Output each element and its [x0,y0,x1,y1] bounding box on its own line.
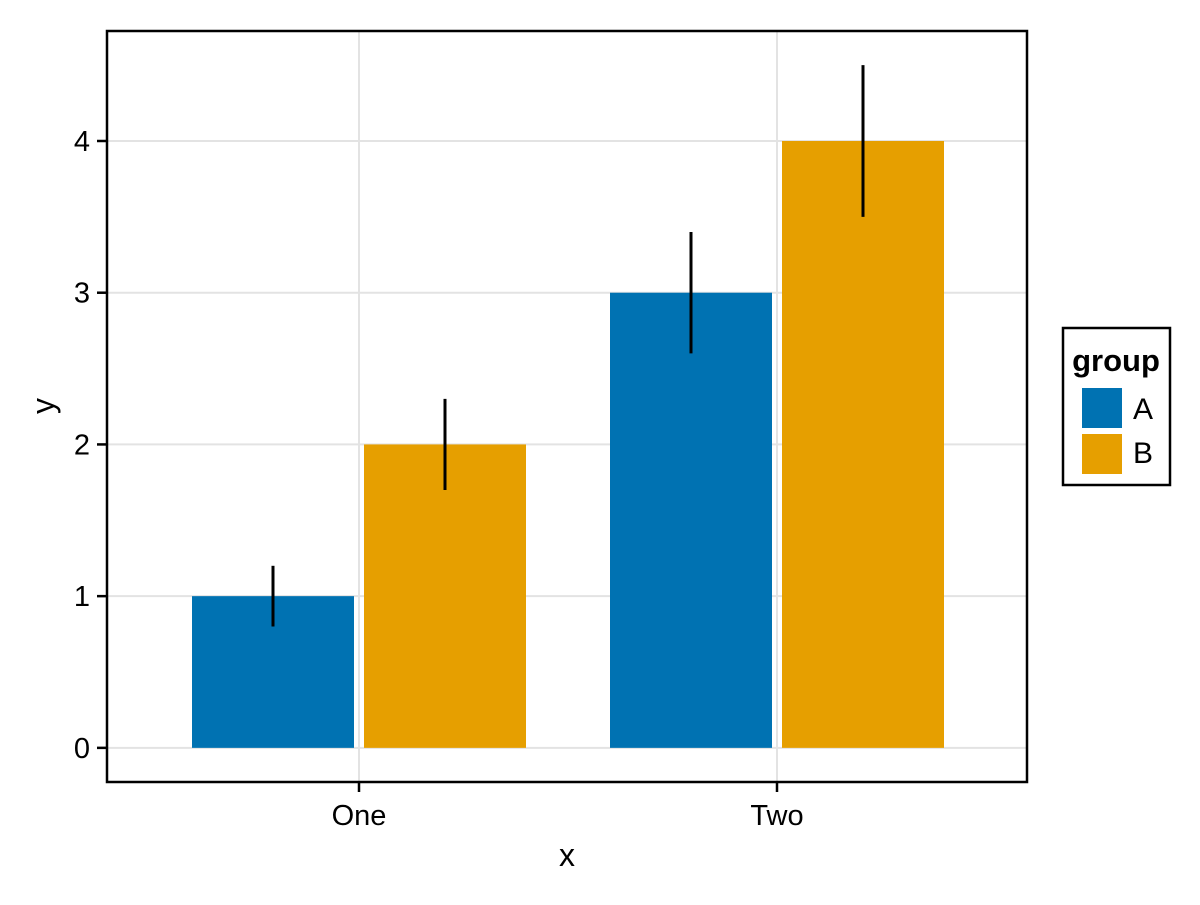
y-tick-label: 0 [74,733,90,765]
bar-b-one [364,444,526,748]
error-bars [271,65,865,627]
bars [192,140,944,748]
legend-label-a: A [1133,393,1153,426]
y-axis: 0 1 2 3 4 [74,126,107,765]
x-axis: One Two [332,782,804,832]
y-axis-title: y [25,398,61,414]
x-axis-title: x [559,837,575,873]
bar-a-two [610,292,772,748]
x-tick-label: One [332,800,387,832]
y-tick-label: 4 [74,126,90,158]
y-tick-label: 1 [74,581,90,613]
legend-label-b: B [1133,437,1153,470]
panel-border [105,29,1029,784]
x-tick-label: Two [750,800,803,832]
y-tick-label: 2 [74,429,90,461]
legend-swatch-a [1082,388,1122,428]
legend-title: group [1072,343,1160,378]
legend: group A B [1061,326,1172,487]
bar-b-two [782,140,944,748]
legend-swatch-b [1082,434,1122,474]
y-tick-label: 3 [74,278,90,310]
